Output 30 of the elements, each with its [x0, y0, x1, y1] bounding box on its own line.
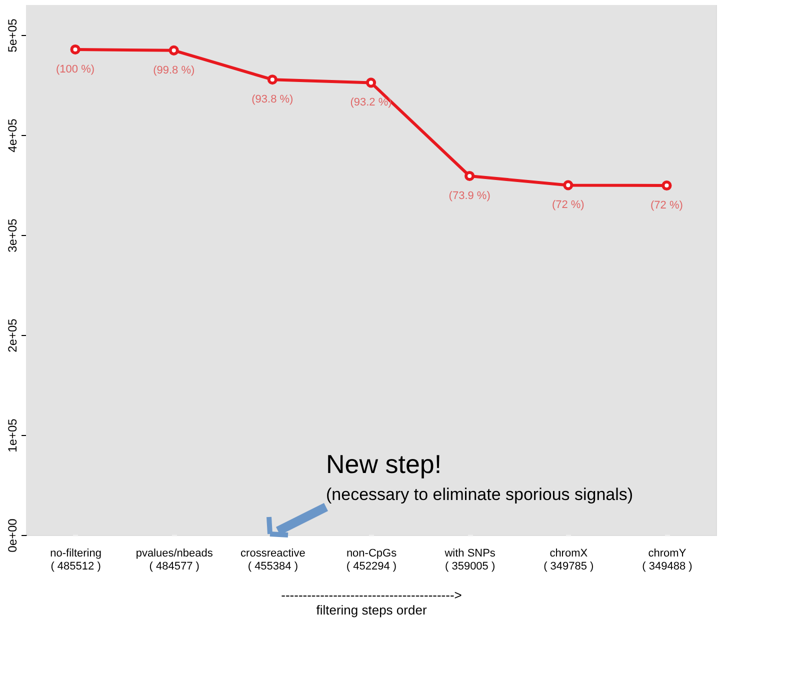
- point: [70, 44, 80, 55]
- point: [464, 170, 475, 182]
- x-tick-label: crossreactive ( 455384 ): [240, 548, 306, 572]
- annotation: (72 %): [650, 200, 683, 212]
- y-tick-label: 1e+05: [6, 418, 20, 452]
- y-tick-label: 5e+05: [6, 18, 20, 52]
- point: [662, 180, 672, 191]
- y-tick-label: 0e+00: [6, 518, 20, 552]
- annotation: (93.8 %): [252, 94, 294, 106]
- x-tick-label: non-CpGs ( 452294 ): [346, 548, 398, 572]
- annotation: New step!: [326, 449, 442, 479]
- point: [168, 45, 179, 56]
- annotation: (72 %): [552, 199, 584, 212]
- annotation: (73.9 %): [448, 190, 490, 202]
- point: [563, 180, 574, 190]
- point: [267, 74, 278, 85]
- annotation: (necessary to eliminate sporious signals): [326, 485, 634, 504]
- point: [366, 78, 376, 88]
- x-tick-label: chromX ( 349785 ): [544, 548, 594, 572]
- y-tick-label: 2e+05: [6, 318, 20, 352]
- x-tick-label: chromY ( 349488 ): [642, 548, 692, 572]
- x-tick-label: pvalues/nbeads ( 484577 ): [136, 548, 214, 572]
- annotation: (100 %): [56, 63, 95, 76]
- x-tick-label: with SNPs ( 359005 ): [444, 548, 496, 572]
- x-tick-label: no-filtering ( 485512 ): [50, 548, 102, 572]
- annotation: (93.2 %): [350, 96, 392, 109]
- x-axis-title: ----------------------------------------> filtering steps order: [281, 588, 462, 618]
- y-tick-label: 4e+05: [6, 118, 20, 152]
- annotation: (99.8 %): [153, 64, 195, 76]
- y-tick-label: 3e+05: [6, 218, 20, 252]
